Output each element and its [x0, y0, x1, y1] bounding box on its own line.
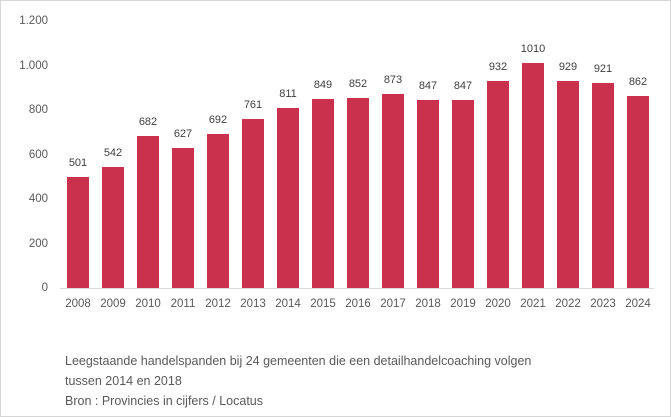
x-tick-label: 2020 [485, 298, 511, 310]
bar-value-label: 847 [453, 80, 473, 92]
bar: 862 [627, 1, 649, 288]
bar-rect [67, 177, 89, 288]
bar: 929 [557, 1, 579, 288]
bar-value-label: 921 [593, 63, 613, 75]
x-tick-label: 2021 [520, 298, 546, 310]
bar: 932 [487, 1, 509, 288]
bar-value-label: 501 [68, 157, 88, 169]
bar-rect [557, 81, 579, 288]
caption-source: Bron : Provincies in cijfers / Locatus [65, 394, 263, 408]
y-tick-label: 0 [41, 282, 48, 294]
bar: 847 [417, 1, 439, 288]
y-tick-label: 600 [28, 148, 48, 161]
bar-value-label: 847 [418, 80, 438, 92]
x-tick-label: 2024 [625, 298, 651, 310]
bar: 873 [382, 1, 404, 288]
bar-rect [627, 96, 649, 288]
chart-caption: Leegstaande handelspanden bij 24 gemeent… [65, 351, 625, 411]
y-tick-label: 200 [28, 237, 48, 250]
x-tick-label: 2009 [100, 298, 126, 310]
x-tick-label: 2019 [450, 298, 476, 310]
x-tick-label: 2022 [555, 298, 581, 310]
y-tick-label: 800 [28, 104, 48, 116]
bar: 847 [452, 1, 474, 288]
bar-rect [102, 167, 124, 288]
bar-value-label: 542 [103, 147, 123, 159]
x-tick-label: 2023 [590, 298, 616, 310]
bar-rect [592, 83, 614, 288]
x-tick-label: 2016 [345, 298, 371, 310]
bar: 811 [277, 1, 299, 288]
bar-rect [522, 63, 544, 288]
bar-chart: 0 200 400 600 800 1.000 1.200 501 542 682 627 692 7… [1, 1, 670, 341]
bar-rect [382, 94, 404, 288]
bar-value-label: 761 [243, 99, 263, 111]
x-tick-label: 2018 [415, 298, 441, 310]
x-tick-label: 2015 [310, 298, 336, 310]
bar: 921 [592, 1, 614, 288]
y-tick-label: 1.000 [19, 59, 48, 72]
y-tick-label: 1.200 [19, 15, 48, 27]
bar: 692 [207, 1, 229, 288]
bar: 682 [137, 1, 159, 288]
x-tick-label: 2014 [275, 298, 301, 310]
bar: 501 [67, 1, 89, 288]
bar-value-label: 811 [279, 88, 297, 100]
caption-title-line-2: tussen 2014 en 2018 [65, 374, 182, 388]
bar-value-label: 627 [173, 128, 193, 140]
bar-rect [417, 100, 439, 288]
x-tick-label: 2010 [135, 298, 161, 310]
bar-rect [242, 119, 264, 288]
bar-value-label: 1010 [520, 43, 546, 55]
bar-rect [207, 134, 229, 288]
bar: 849 [312, 1, 334, 288]
bar: 542 [102, 1, 124, 288]
caption-title-line-1: Leegstaande handelspanden bij 24 gemeent… [65, 354, 532, 368]
x-tick-label: 2013 [240, 298, 266, 310]
bar-rect [347, 98, 369, 288]
bar-value-label: 692 [208, 114, 228, 126]
bar-value-label: 862 [628, 76, 648, 88]
bar-rect [172, 148, 194, 288]
x-tick-label: 2012 [205, 298, 231, 310]
bar-value-label: 932 [488, 61, 508, 73]
bar-rect [487, 81, 509, 288]
bar-value-label: 849 [313, 79, 333, 91]
bar: 1010 [521, 1, 545, 288]
bar-rect [312, 99, 334, 288]
bar-value-label: 682 [138, 116, 158, 128]
x-tick-label: 2017 [380, 298, 406, 310]
bar: 761 [242, 1, 264, 288]
bar-rect [137, 136, 159, 288]
bar-rect [452, 100, 474, 288]
bar: 852 [347, 1, 369, 288]
bar-value-label: 873 [383, 74, 403, 86]
bar: 627 [172, 1, 194, 288]
bar-value-label: 852 [348, 78, 368, 90]
x-axis-line [60, 288, 654, 289]
x-tick-label: 2011 [170, 298, 196, 310]
y-tick-label: 400 [28, 193, 48, 205]
x-tick-label: 2008 [65, 298, 91, 310]
bar-value-label: 929 [558, 61, 578, 73]
bar-rect [277, 108, 299, 288]
